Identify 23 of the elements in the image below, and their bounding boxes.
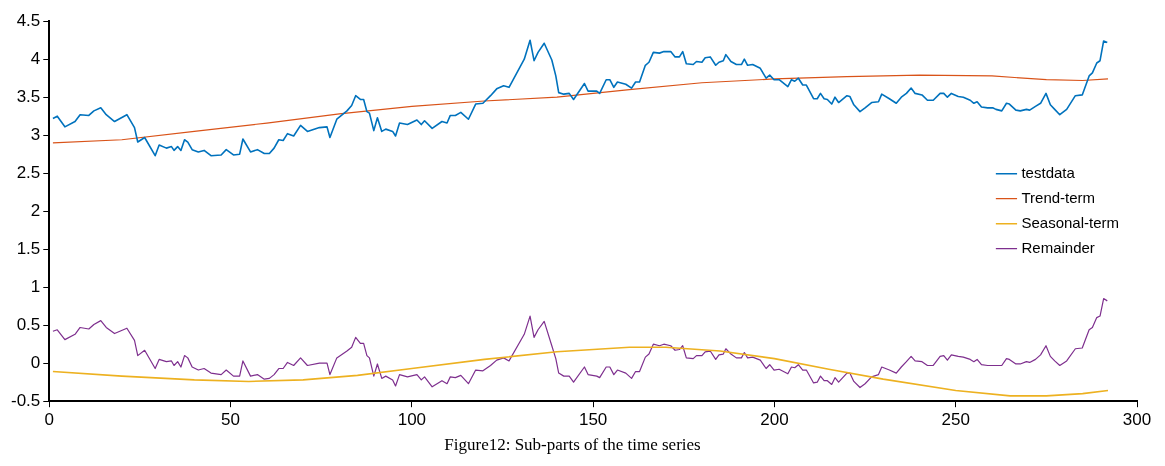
legend-label: Remainder: [1021, 238, 1095, 256]
y-tick-label: 4.5: [16, 10, 41, 30]
x-tick-label: 50: [221, 410, 241, 430]
y-tick-label: 2: [30, 200, 41, 220]
x-tick-label: 100: [397, 410, 427, 430]
x-tick-label: 150: [578, 410, 608, 430]
y-tick-label: 3: [30, 124, 41, 144]
y-tick-label: 2.5: [16, 162, 41, 182]
x-tick-label: 0: [44, 410, 55, 430]
y-tick-label: 0: [30, 352, 41, 372]
y-tick-label: 3.5: [16, 86, 41, 106]
legend-label: Seasonal-term: [1021, 213, 1119, 231]
y-tick-label: 1.5: [16, 238, 41, 258]
x-tick-label: 200: [760, 410, 789, 430]
y-tick-label: 4: [30, 48, 41, 68]
y-tick-label: 1: [30, 276, 41, 296]
x-tick-label: 250: [941, 410, 970, 430]
y-tick-label: -0.5: [11, 390, 41, 410]
legend-label: testdata: [1021, 163, 1076, 181]
legend-label: Trend-term: [1021, 188, 1096, 206]
y-tick-label: 0.5: [16, 314, 41, 334]
x-tick-label: 300: [1122, 410, 1152, 430]
text: Figure12: Sub-parts of the time series: [444, 435, 701, 455]
